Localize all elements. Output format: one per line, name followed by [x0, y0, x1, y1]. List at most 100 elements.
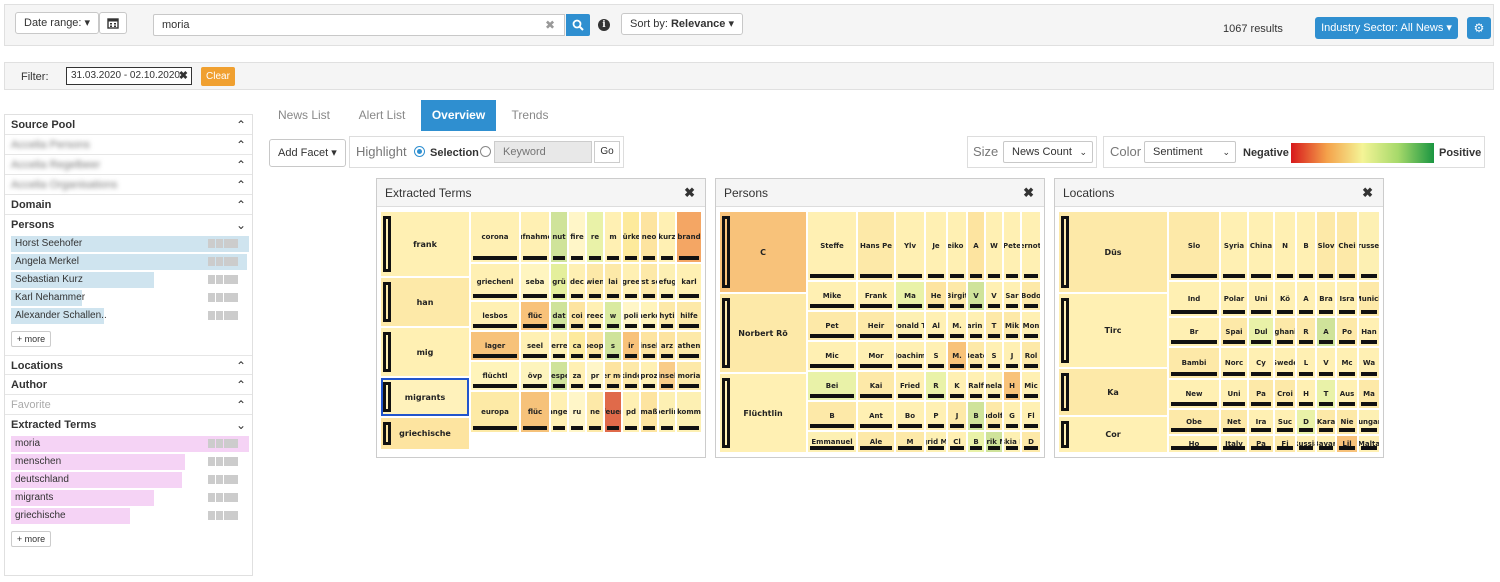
exclude-icon[interactable]: [216, 239, 223, 248]
term-item-controls[interactable]: [208, 457, 239, 469]
treemap-cell[interactable]: s: [604, 331, 622, 361]
treemap-cell[interactable]: China: [1248, 211, 1274, 281]
treemap-cell[interactable]: Mc: [1336, 347, 1358, 379]
treemap-cell[interactable]: T: [1316, 379, 1336, 409]
treemap-cell[interactable]: Birgit: [947, 281, 967, 311]
treemap-cell[interactable]: S: [985, 341, 1003, 371]
treemap-cell[interactable]: Norbert Rö: [719, 293, 807, 373]
treemap-cell[interactable]: Frank: [857, 281, 895, 311]
treemap-cell[interactable]: Mor: [857, 341, 895, 371]
treemap-cell[interactable]: D: [1296, 409, 1316, 435]
treemap-cell[interactable]: Net: [1220, 409, 1248, 435]
sort-dropdown[interactable]: Sort by: Relevance ▾: [621, 13, 743, 35]
treemap-cell[interactable]: New: [1168, 379, 1220, 409]
treemap-cell[interactable]: Mike: [807, 281, 857, 311]
term-item[interactable]: griechische: [5, 508, 252, 525]
treemap-cell[interactable]: ca: [568, 331, 586, 361]
treemap-cell[interactable]: Polar: [1220, 281, 1248, 317]
person-item[interactable]: Angela Merkel: [5, 254, 252, 271]
treemap-cell[interactable]: Ind: [1168, 281, 1220, 317]
person-item-controls[interactable]: [208, 293, 239, 305]
treemap-cell[interactable]: P: [925, 401, 947, 431]
treemap-cell[interactable]: Afghanist: [1274, 317, 1296, 347]
treemap-cell[interactable]: arz: [658, 331, 676, 361]
treemap-cell[interactable]: hilfe: [676, 301, 702, 331]
treemap-cell[interactable]: He: [925, 281, 947, 311]
treemap-cell[interactable]: Karin G: [967, 311, 985, 341]
treemap-cell[interactable]: Bavari: [1316, 435, 1336, 453]
treemap-cell[interactable]: dat: [550, 301, 568, 331]
treemap-cell[interactable]: coi: [568, 301, 586, 331]
terms-more-button[interactable]: + more: [11, 531, 51, 547]
treemap-cell[interactable]: ir: [622, 331, 640, 361]
treemap-cell[interactable]: Heir: [857, 311, 895, 341]
term-item-controls[interactable]: [208, 475, 239, 487]
tab-news-list[interactable]: News List: [277, 108, 330, 122]
facet-source-pool[interactable]: Source Pool ⌃: [5, 115, 252, 135]
selection-radio[interactable]: [414, 146, 425, 157]
treemap-cell[interactable]: C: [719, 211, 807, 293]
info-icon[interactable]: i: [598, 19, 610, 31]
person-item[interactable]: Karl Nehammer: [5, 290, 252, 307]
treemap-cell[interactable]: Pete: [1003, 211, 1021, 281]
treemap-cell[interactable]: Gernot E: [1021, 211, 1041, 281]
treemap-cell[interactable]: frank: [380, 211, 470, 277]
treemap-cell[interactable]: W: [985, 211, 1003, 281]
treemap-cell[interactable]: Fried: [895, 371, 925, 401]
treemap-cell[interactable]: mig: [380, 327, 470, 377]
treemap-cell[interactable]: Po: [1336, 317, 1358, 347]
treemap-cell[interactable]: Pet: [807, 311, 857, 341]
treemap-cell[interactable]: greece: [586, 301, 604, 331]
treemap-cell[interactable]: Hans Pe: [857, 211, 895, 281]
treemap-cell[interactable]: B: [967, 401, 985, 431]
treemap-cell[interactable]: europa: [470, 391, 520, 433]
treemap-cell[interactable]: flüc: [520, 301, 550, 331]
include-icon[interactable]: [208, 311, 215, 320]
treemap-cell[interactable]: seel: [520, 331, 550, 361]
size-select[interactable]: News Count ⌄: [1003, 141, 1093, 163]
exclude-icon[interactable]: [216, 439, 223, 448]
term-item[interactable]: menschen: [5, 454, 252, 471]
facet-extracted-terms[interactable]: Extracted Terms ⌄: [5, 415, 252, 435]
treemap-cell[interactable]: Ylv: [895, 211, 925, 281]
treemap-cell[interactable]: Rol: [1021, 341, 1041, 371]
treemap-cell[interactable]: Swede: [1274, 347, 1296, 379]
person-item-controls[interactable]: [208, 275, 239, 287]
exclude-icon[interactable]: [216, 311, 223, 320]
close-icon[interactable]: ✖: [684, 185, 695, 200]
treemap-cell[interactable]: Bodo: [1021, 281, 1041, 311]
treemap-cell[interactable]: Slov: [1316, 211, 1336, 281]
term-item[interactable]: moria: [5, 436, 252, 453]
include-icon[interactable]: [208, 511, 215, 520]
treemap-cell[interactable]: pr: [586, 361, 604, 391]
treemap-cell[interactable]: brand: [676, 211, 702, 263]
include-icon[interactable]: [208, 475, 215, 484]
treemap-cell[interactable]: nut: [550, 211, 568, 263]
treemap-cell[interactable]: N: [1274, 211, 1296, 281]
treemap-cell[interactable]: ne: [586, 391, 604, 433]
treemap-cell[interactable]: re: [586, 211, 604, 263]
treemap-cell[interactable]: Kara: [1316, 409, 1336, 435]
treemap-cell[interactable]: dec: [568, 263, 586, 301]
treemap-cell[interactable]: feuer: [604, 391, 622, 433]
facet-locations[interactable]: Locations ⌃: [5, 355, 252, 375]
treemap-cell[interactable]: D: [1021, 431, 1041, 453]
treemap-cell[interactable]: Han: [1358, 317, 1380, 347]
include-icon[interactable]: [208, 275, 215, 284]
treemap-cell[interactable]: G: [1003, 401, 1021, 431]
treemap-cell[interactable]: Emmanuel: [807, 431, 857, 453]
treemap-cell[interactable]: lager: [470, 331, 520, 361]
industry-sector-dropdown[interactable]: Industry Sector: All News ▾: [1315, 17, 1458, 39]
close-icon[interactable]: ✖: [1023, 185, 1034, 200]
treemap-cell[interactable]: Croi: [1274, 379, 1296, 409]
include-icon[interactable]: [208, 257, 215, 266]
person-item[interactable]: Sebastian Kurz: [5, 272, 252, 289]
treemap-cell[interactable]: lai: [604, 263, 622, 301]
facet-author[interactable]: Author ⌃: [5, 375, 252, 395]
facet-blurred-2[interactable]: Accelia Regelbeer ⌃: [5, 155, 252, 175]
treemap-cell[interactable]: merkel: [640, 301, 658, 331]
treemap-cell[interactable]: Hungary: [1358, 409, 1380, 435]
person-item-controls[interactable]: [208, 239, 239, 251]
facet-blurred-3[interactable]: Accelia Organisations ⌃: [5, 175, 252, 195]
facet-persons[interactable]: Persons ⌄: [5, 215, 252, 235]
